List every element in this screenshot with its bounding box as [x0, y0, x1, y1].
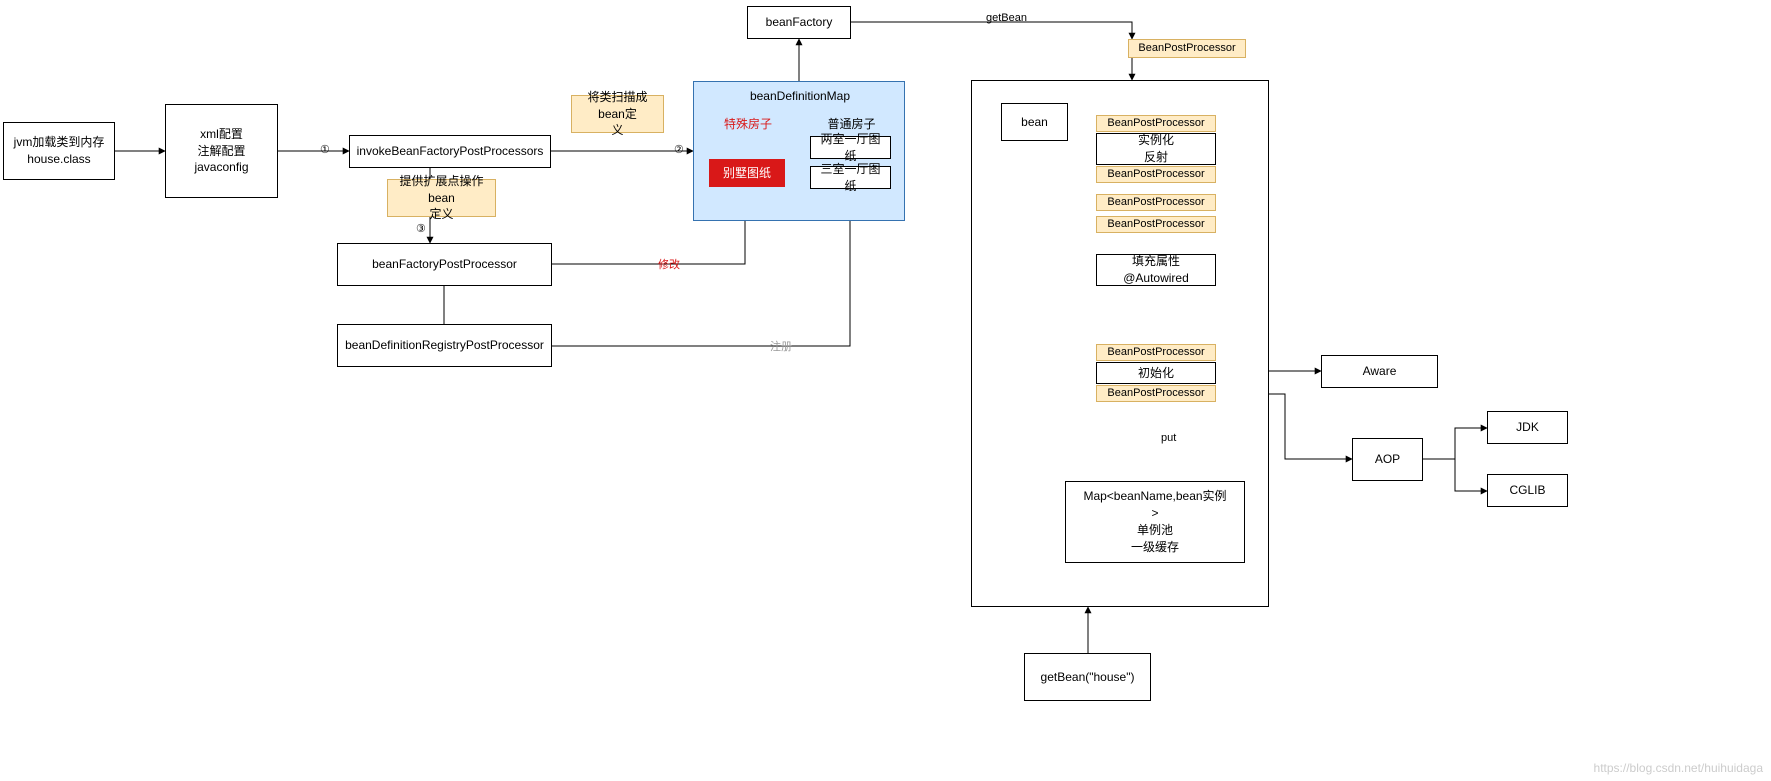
- map-pool-node: Map<beanName,bean实例>单例池一级缓存: [1065, 481, 1245, 563]
- label-circ1: ①: [320, 143, 330, 156]
- inst-text: 实例化反射: [1138, 132, 1174, 166]
- bpp2-node: BeanPostProcessor: [1096, 166, 1216, 183]
- bean-node: bean: [1001, 103, 1068, 141]
- special-label: 特殊房子: [710, 114, 786, 134]
- bpp6-node: BeanPostProcessor: [1096, 385, 1216, 402]
- aware-text: Aware: [1363, 363, 1397, 380]
- scan-text: 将类扫描成bean定义: [576, 89, 659, 139]
- aop-node: AOP: [1352, 438, 1423, 481]
- jvm-node: jvm加载类到内存house.class: [3, 122, 115, 180]
- label-put: put: [1161, 432, 1176, 444]
- cglib-text: CGLIB: [1509, 482, 1545, 499]
- fill-node: 填充属性@Autowired: [1096, 254, 1216, 286]
- map-pool-text: Map<beanName,bean实例>单例池一级缓存: [1083, 488, 1226, 555]
- label-getbean: getBean: [986, 12, 1027, 24]
- label-register: 注册: [770, 338, 792, 354]
- bdmap-title-text: beanDefinitionMap: [750, 88, 850, 105]
- bpp6-text: BeanPostProcessor: [1107, 386, 1204, 401]
- invoke-text: invokeBeanFactoryPostProcessors: [357, 143, 544, 160]
- bpp2-text: BeanPostProcessor: [1107, 167, 1204, 182]
- scan-node: 将类扫描成bean定义: [571, 95, 664, 133]
- bdmap-title: beanDefinitionMap: [694, 86, 906, 106]
- init-node: 初始化: [1096, 362, 1216, 384]
- villa-node: 别墅图纸: [709, 159, 785, 187]
- getbean-house-text: getBean("house"): [1041, 669, 1135, 686]
- label-circ2: ②: [674, 143, 684, 156]
- ext-text: 提供扩展点操作bean定义: [392, 173, 491, 223]
- jdk-node: JDK: [1487, 411, 1568, 444]
- bpp1-text: BeanPostProcessor: [1107, 116, 1204, 131]
- bean-text: bean: [1021, 114, 1048, 131]
- beanfactory-text: beanFactory: [766, 14, 833, 31]
- special-text: 特殊房子: [724, 116, 772, 133]
- inst-node: 实例化反射: [1096, 133, 1216, 165]
- three-room-text: 三室一厅图纸: [815, 161, 886, 195]
- bpp3-node: BeanPostProcessor: [1096, 194, 1216, 211]
- jdk-text: JDK: [1516, 419, 1539, 436]
- label-modify: 修改: [658, 256, 680, 272]
- init-text: 初始化: [1138, 365, 1174, 382]
- bpp5-text: BeanPostProcessor: [1107, 345, 1204, 360]
- label-circ3: ③: [416, 222, 426, 235]
- beanfactory-node: beanFactory: [747, 6, 851, 39]
- bdrpp-text: beanDefinitionRegistryPostProcessor: [345, 337, 544, 354]
- aop-text: AOP: [1375, 451, 1400, 468]
- watermark: https://blog.csdn.net/huihuidaga: [1594, 761, 1763, 775]
- bpp4-node: BeanPostProcessor: [1096, 216, 1216, 233]
- bpp1-node: BeanPostProcessor: [1096, 115, 1216, 132]
- bfpp-text: beanFactoryPostProcessor: [372, 256, 517, 273]
- fill-text: 填充属性@Autowired: [1123, 253, 1189, 287]
- bpp4-text: BeanPostProcessor: [1107, 217, 1204, 232]
- aware-node: Aware: [1321, 355, 1438, 388]
- invoke-node: invokeBeanFactoryPostProcessors: [349, 135, 551, 168]
- config-text: xml配置注解配置javaconfig: [194, 126, 248, 176]
- bpp5-node: BeanPostProcessor: [1096, 344, 1216, 361]
- bdrpp-node: beanDefinitionRegistryPostProcessor: [337, 324, 552, 367]
- two-room-node: 两室一厅图纸: [810, 136, 891, 159]
- cglib-node: CGLIB: [1487, 474, 1568, 507]
- bpp3-text: BeanPostProcessor: [1107, 195, 1204, 210]
- jvm-text: jvm加载类到内存house.class: [14, 134, 105, 168]
- villa-text: 别墅图纸: [723, 165, 771, 182]
- bpp-top-node: BeanPostProcessor: [1128, 39, 1246, 58]
- bpp-top-text: BeanPostProcessor: [1138, 41, 1235, 56]
- two-room-text: 两室一厅图纸: [815, 131, 886, 165]
- ext-node: 提供扩展点操作bean定义: [387, 179, 496, 217]
- getbean-house-node: getBean("house"): [1024, 653, 1151, 701]
- three-room-node: 三室一厅图纸: [810, 166, 891, 189]
- config-node: xml配置注解配置javaconfig: [165, 104, 278, 198]
- bfpp-node: beanFactoryPostProcessor: [337, 243, 552, 286]
